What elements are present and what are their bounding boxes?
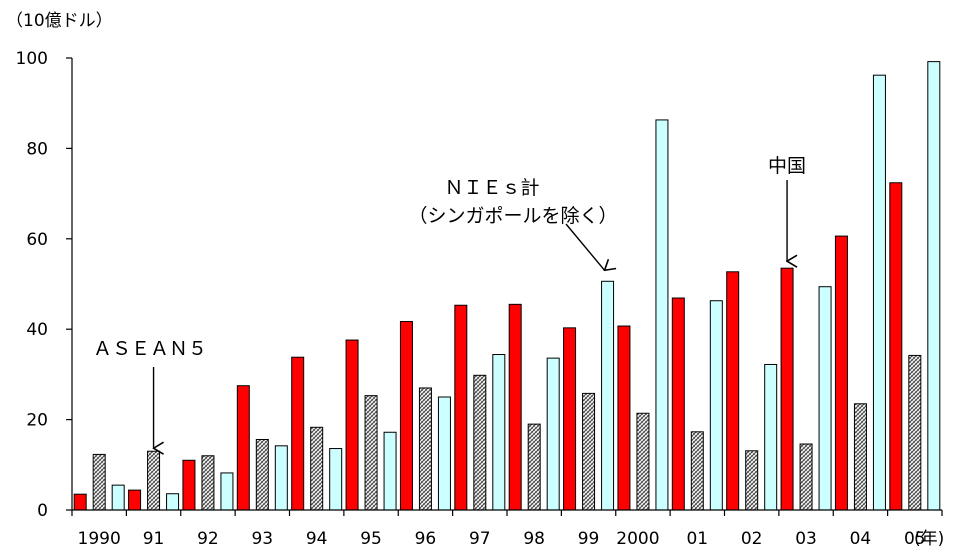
bar-1-93 [236,385,250,511]
bar-3-91 [166,493,180,511]
bar-2-96 [418,387,432,511]
y-tick-label-60: 60 [26,230,48,250]
x-tick-label-96: 96 [415,529,437,549]
bar-1-91 [128,489,142,511]
y-tick-label-0: 0 [37,501,48,521]
x-tick-label-95: 95 [360,529,382,549]
bar-3-05 [927,61,941,511]
x-tick-label-03: 03 [795,529,817,549]
bar-3-04 [872,74,886,511]
bar-3-97 [492,354,506,511]
x-tick-label-98: 98 [523,529,545,549]
y-tick-label-80: 80 [26,139,48,159]
annotation-nies-sub: （シンガポールを除く） [408,205,617,227]
bar-1-04 [834,235,848,511]
bar-1-98 [508,303,522,511]
x-tick-label-93: 93 [251,529,273,549]
x-tick-label-1990: 1990 [78,529,121,549]
x-tick-label-04: 04 [850,529,872,549]
bar-3-98 [546,357,560,511]
bar-3-92 [220,472,234,511]
y-tick-label-20: 20 [26,411,48,431]
bar-3-95 [383,431,397,511]
bar-1-05 [889,182,903,511]
bar-3-94 [329,448,343,511]
x-tick-label-01: 01 [686,529,708,549]
bar-1-97 [454,304,468,511]
bar-3-96 [437,396,451,511]
bar-3-03 [818,286,832,511]
x-tick-label-97: 97 [469,529,491,549]
annotation-china: 中国 [768,155,806,177]
x-tick-label-02: 02 [741,529,763,549]
bar-2-97 [473,374,487,511]
bar-1-03 [780,267,794,511]
annotation-arrow-nies [565,223,605,270]
bar-3-99 [601,280,615,511]
bar-2-93 [255,438,269,511]
x-tick-label-05: 05 [904,529,926,549]
bar-3-2000 [655,119,669,511]
bar-1-1990 [73,493,87,511]
bar-2-2000 [636,412,650,511]
x-tick-label-99: 99 [578,529,600,549]
bar-3-93 [274,445,288,511]
bar-2-02 [745,450,759,511]
bar-2-01 [690,431,704,511]
bar-2-98 [527,423,541,511]
bar-2-04 [853,403,867,511]
x-axis-unit: (年) [914,529,944,549]
x-tick-label-92: 92 [197,529,219,549]
bar-3-1990 [111,484,125,511]
bar-2-1990 [92,453,106,511]
bar-1-96 [399,321,413,511]
bar-2-92 [201,455,215,511]
bar-2-94 [310,426,324,511]
annotation-asean5: ＡＳＥＡＮ５ [93,338,207,360]
bar-3-02 [764,363,778,511]
y-tick-label-40: 40 [26,320,48,340]
bar-2-95 [364,395,378,511]
bar-1-2000 [617,325,631,511]
y-axis-label: （10億ドル） [6,11,113,31]
annotation-nies: ＮＩＥｓ計 [444,177,539,199]
bar-2-05 [908,354,922,511]
bar-2-03 [799,443,813,511]
bar-2-91 [147,450,161,511]
y-tick-label-100: 100 [16,49,48,69]
bar-1-94 [291,356,305,511]
bar-3-01 [709,300,723,511]
bar-1-01 [671,297,685,511]
bar-1-92 [182,459,196,511]
bar-1-02 [726,271,740,511]
bar-2-99 [582,392,596,511]
x-tick-label-2000: 2000 [616,529,659,549]
x-tick-label-91: 91 [143,529,165,549]
bar-1-95 [345,339,359,511]
bar-1-99 [563,327,577,511]
x-tick-label-94: 94 [306,529,328,549]
